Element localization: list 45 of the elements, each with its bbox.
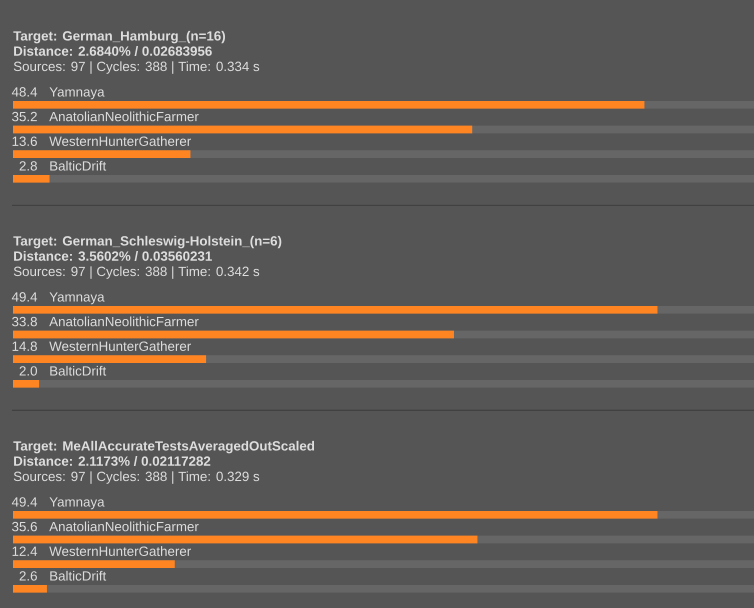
y-tick-label: AnatolianNeolithicFarmer [49,522,199,532]
chart-subtitle: Distance: 3.5602% / 0.03560231 [14,251,212,261]
y-tick-label: Yamnaya [50,497,105,510]
y-tick-label: BalticDrift [50,570,106,581]
bar [13,126,472,134]
data-label: 35.2 [12,112,37,122]
chart-title: Target: MeAllAccurateTestsAveragedOutScaled [13,440,314,454]
data-label: 2.0 [20,366,37,376]
bar [13,330,454,338]
bar [13,380,40,388]
y-tick-label: WesternHunterGatherer [49,546,191,556]
y-tick-label: BalticDrift [50,366,106,376]
data-label: 14.8 [12,342,37,351]
bar [13,584,47,593]
data-label: 2.6 [20,571,37,581]
data-label: 33.8 [12,316,37,326]
y-tick-label: Yamnaya [50,292,105,304]
chart-title: Target: German_Hamburg_(n=16) [13,30,225,44]
bar [13,306,658,314]
bar [13,355,206,363]
y-tick-label: WesternHunterGatherer [49,341,191,351]
data-label: 12.4 [12,546,38,556]
data-label: 49.4 [12,497,38,507]
data-label: 13.6 [12,136,37,146]
bar [13,510,658,519]
chart-subtitle: Distance: 2.1173% / 0.02117282 [14,456,210,466]
data-label: 49.4 [12,292,38,302]
bar [13,560,175,568]
bar [13,100,644,109]
y-tick-label: WesternHunterGatherer [49,136,191,146]
y-tick-label: AnatolianNeolithicFarmer [49,316,199,326]
bar [13,174,50,183]
y-tick-label: AnatolianNeolithicFarmer [49,112,199,122]
bar [13,536,478,544]
data-label: 2.8 [20,161,37,171]
data-label: 35.6 [12,522,37,532]
y-tick-label: Yamnaya [50,87,105,100]
source-note: Sources: 97 | Cycles: 388 | Time: 0.334 s [14,61,260,74]
source-note: Sources: 97 | Cycles: 388 | Time: 0.329 s [14,471,260,484]
source-note: Sources: 97 | Cycles: 388 | Time: 0.342 s [14,266,260,279]
chart-subtitle: Distance: 2.6840% / 0.02683956 [14,46,212,56]
y-tick-label: BalticDrift [50,160,106,171]
bar [13,150,190,158]
chart-title: Target: German_Schleswig-Holstein_(n=6) [13,236,282,248]
data-label: 48.4 [12,87,38,97]
